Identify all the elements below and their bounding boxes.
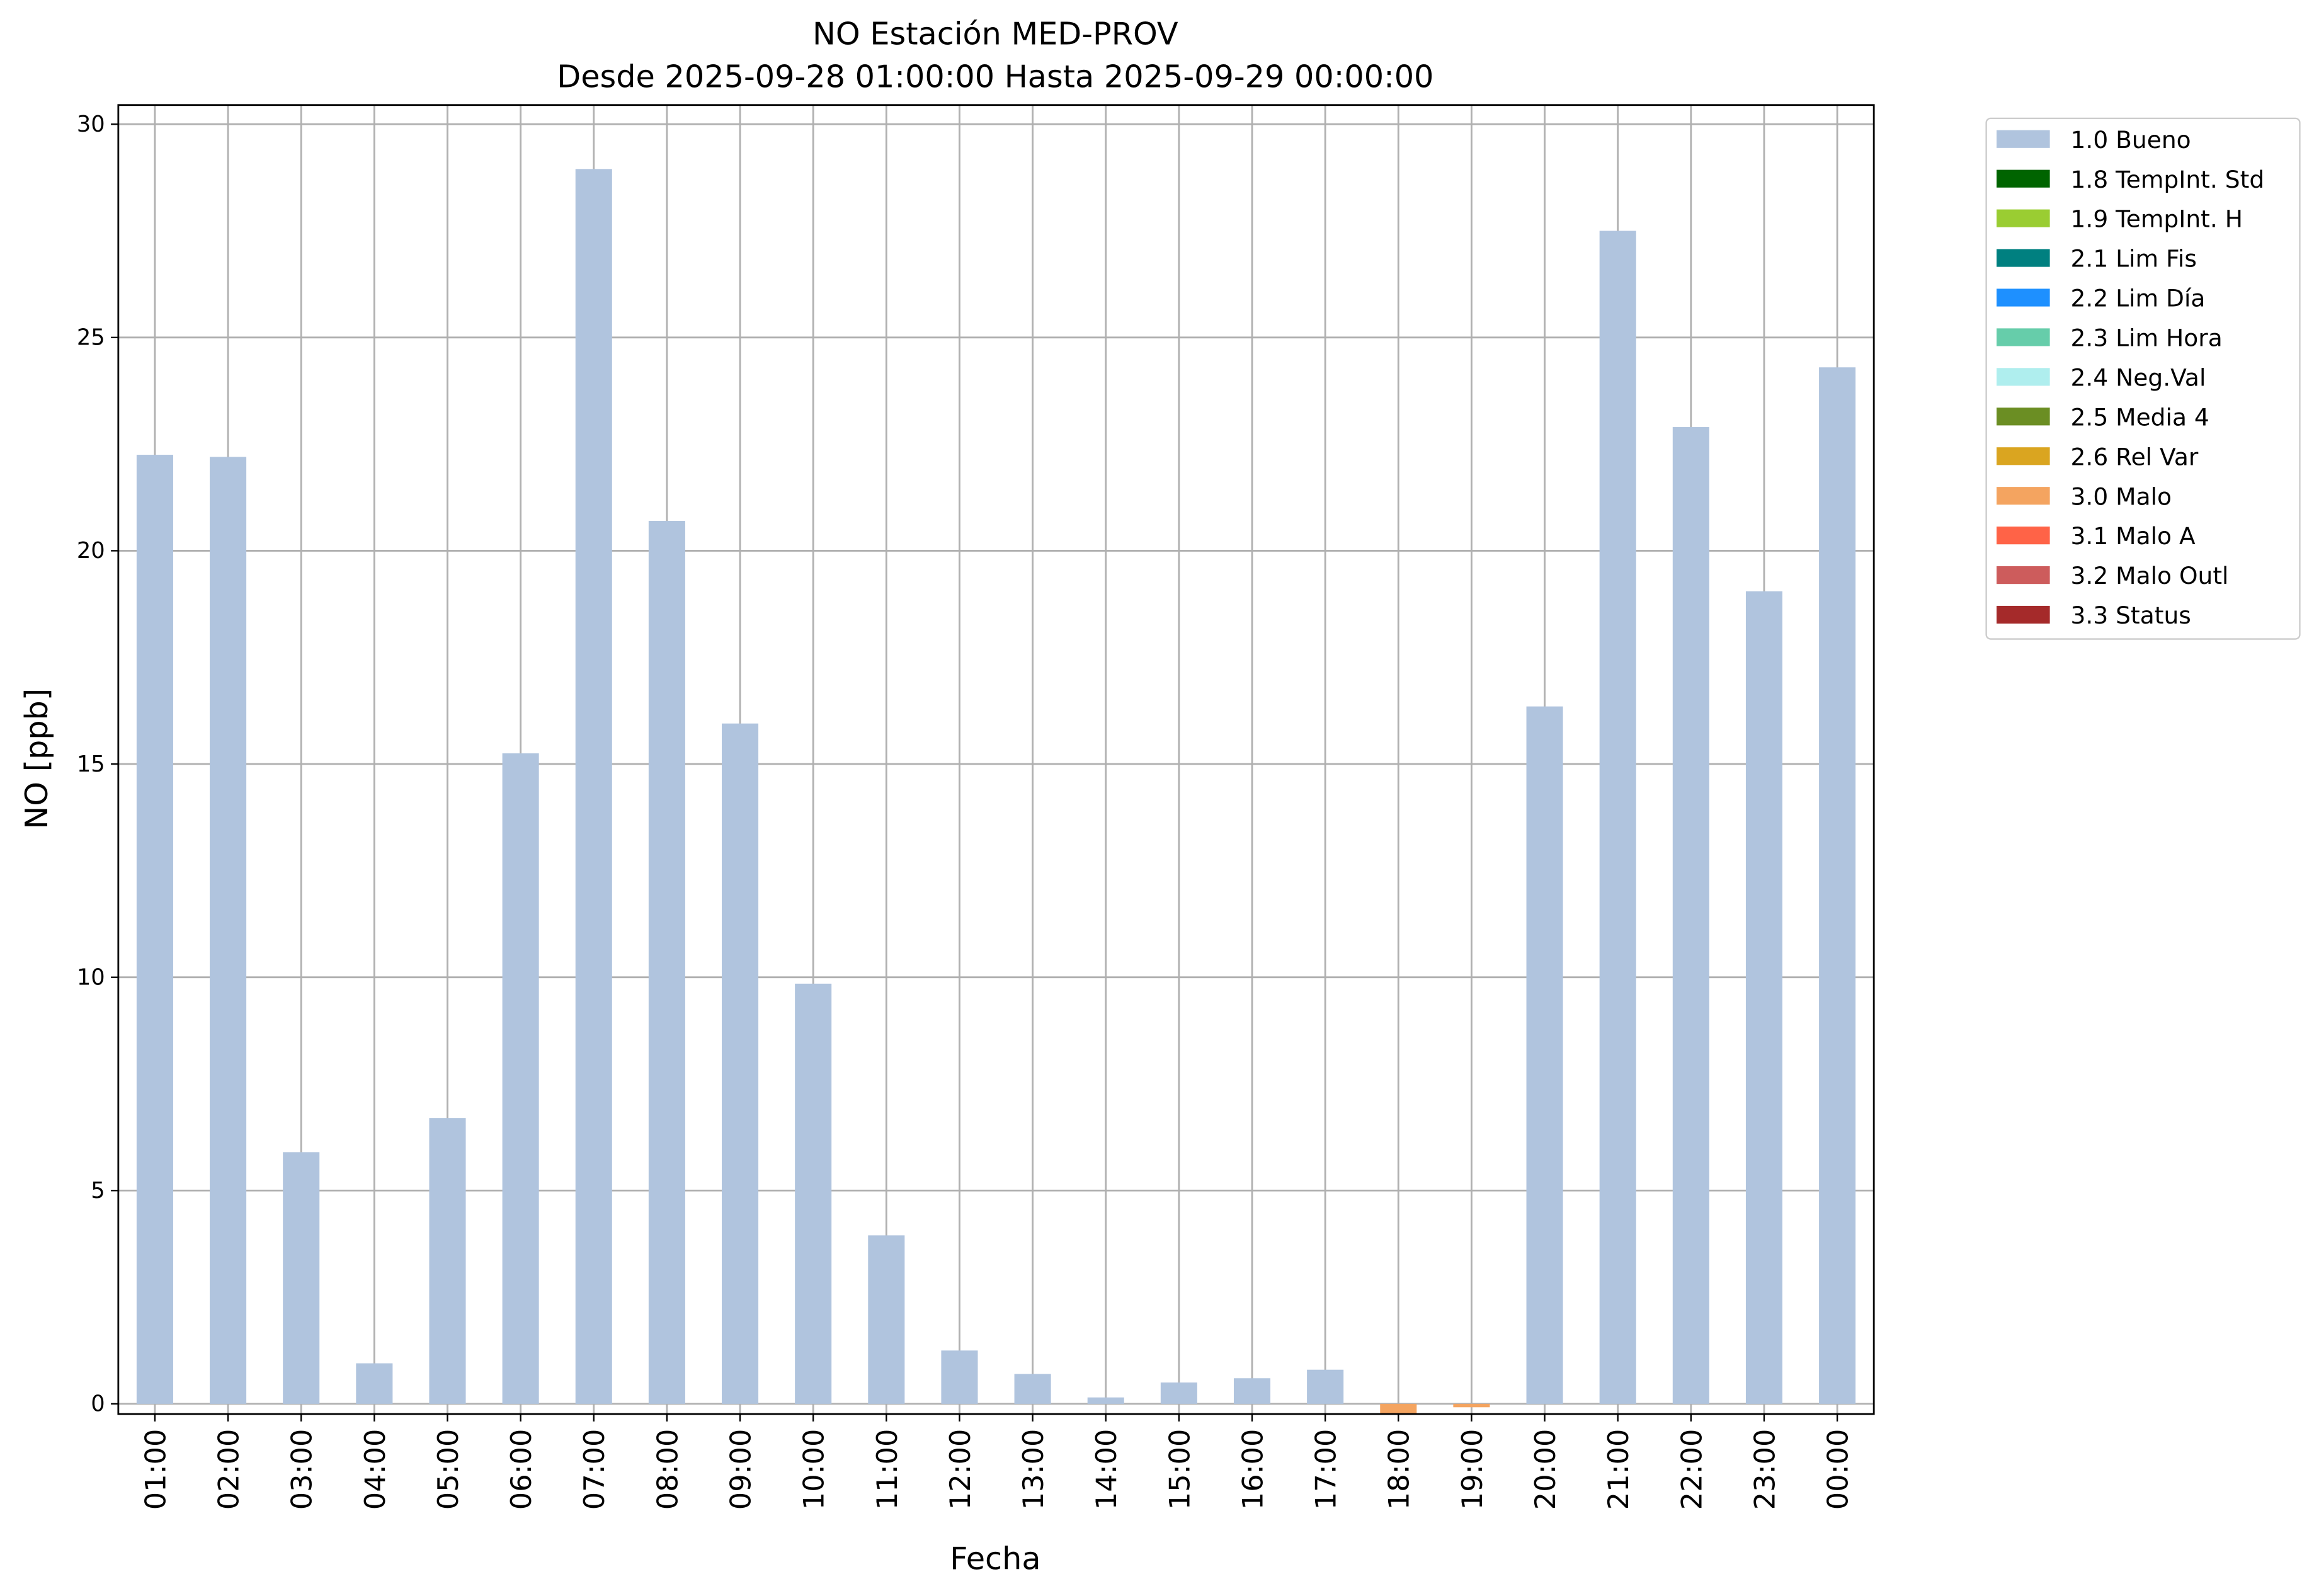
bar — [722, 723, 759, 1404]
legend-swatch — [1997, 328, 2050, 346]
x-tick-label: 01:00 — [139, 1429, 172, 1510]
x-tick-label: 20:00 — [1529, 1429, 1562, 1510]
legend-label: 2.5 Media 4 — [2071, 403, 2209, 431]
legend-swatch — [1997, 447, 2050, 465]
bar — [1087, 1397, 1124, 1404]
legend-swatch — [1997, 408, 2050, 426]
bar — [1745, 591, 1783, 1404]
x-tick-label: 17:00 — [1310, 1429, 1343, 1510]
legend-label: 3.0 Malo — [2071, 482, 2172, 510]
bar — [648, 521, 685, 1404]
legend-label: 3.1 Malo A — [2071, 522, 2196, 550]
bar — [356, 1363, 393, 1404]
y-tick-label: 30 — [77, 111, 105, 137]
legend-label: 2.4 Neg.Val — [2071, 363, 2206, 391]
legend-label: 3.2 Malo Outl — [2071, 562, 2229, 590]
x-tick-label: 14:00 — [1090, 1429, 1123, 1510]
chart-title: NO Estación MED-PROV — [812, 15, 1178, 52]
bar — [502, 753, 539, 1404]
x-tick-label: 10:00 — [798, 1429, 831, 1510]
x-tick-label: 23:00 — [1748, 1429, 1781, 1510]
bar — [575, 169, 612, 1404]
bar — [283, 1152, 320, 1404]
bar — [1014, 1374, 1051, 1404]
x-tick-label: 09:00 — [724, 1429, 757, 1510]
legend-label: 2.6 Rel Var — [2071, 443, 2199, 470]
bar — [429, 1118, 466, 1404]
x-tick-label: 05:00 — [432, 1429, 465, 1510]
legend-label: 1.8 TempInt. Std — [2071, 166, 2265, 193]
legend-label: 2.2 Lim Día — [2071, 285, 2206, 312]
legend: 1.0 Bueno 1.8 TempInt. Std 1.9 TempInt. H 2… — [1985, 117, 2301, 640]
legend-swatch — [1997, 368, 2050, 386]
legend-label: 1.9 TempInt. H — [2071, 205, 2243, 233]
bars — [136, 169, 1856, 1415]
legend-swatch — [1997, 288, 2050, 307]
legend-swatch — [1997, 249, 2050, 267]
x-tick-label: 03:00 — [286, 1429, 319, 1510]
x-tick-label: 07:00 — [578, 1429, 611, 1510]
legend-swatch — [1997, 566, 2050, 584]
legend-label: 3.3 Status — [2071, 601, 2191, 629]
x-tick-label: 19:00 — [1456, 1429, 1489, 1510]
legend-swatch — [1997, 527, 2050, 545]
bar — [941, 1350, 978, 1404]
legend-swatch — [1997, 487, 2050, 505]
plot-frame — [117, 104, 1875, 1415]
legend-swatch — [1997, 169, 2050, 188]
x-tick-label: 15:00 — [1163, 1429, 1196, 1510]
x-tick-label: 08:00 — [651, 1429, 684, 1510]
y-tick-label: 10 — [77, 964, 105, 990]
x-tick-label: 06:00 — [505, 1429, 538, 1510]
y-tick-label: 25 — [77, 325, 105, 351]
bar — [136, 455, 173, 1404]
x-tick-label: 16:00 — [1236, 1429, 1269, 1510]
bar — [1307, 1369, 1344, 1404]
bar — [1453, 1403, 1490, 1408]
x-tick-label: 04:00 — [359, 1429, 392, 1510]
y-axis-label: NO [ppb] — [18, 688, 55, 829]
y-tick-label: 0 — [91, 1391, 105, 1417]
legend-label: 1.0 Bueno — [2071, 126, 2191, 154]
bar — [210, 457, 247, 1404]
legend-frame — [1985, 117, 2301, 640]
legend-label: 2.1 Lim Fis — [2071, 245, 2197, 273]
x-tick-label: 21:00 — [1602, 1429, 1635, 1510]
y-tick-label: 20 — [77, 538, 105, 564]
legend-swatch — [1997, 605, 2050, 624]
legend-label: 2.3 Lim Hora — [2071, 324, 2223, 352]
y-tick-label: 5 — [91, 1178, 105, 1204]
chart-subtitle: Desde 2025-09-28 01:00:00 Hasta 2025-09-… — [557, 59, 1433, 95]
bar — [1233, 1378, 1271, 1404]
bar — [1160, 1382, 1197, 1404]
bar — [1672, 427, 1709, 1404]
x-tick-label: 11:00 — [871, 1429, 904, 1510]
bar — [1819, 367, 1856, 1404]
legend-swatch — [1997, 130, 2050, 148]
bar — [795, 983, 832, 1404]
y-tick-label: 15 — [77, 751, 105, 777]
x-tick-label: 18:00 — [1383, 1429, 1416, 1510]
x-tick-label: 13:00 — [1017, 1429, 1050, 1510]
x-axis-label: Fecha — [950, 1541, 1041, 1577]
legend-swatch — [1997, 209, 2050, 227]
bar — [1526, 706, 1563, 1404]
x-tick-label: 02:00 — [213, 1429, 246, 1510]
bar — [1380, 1403, 1417, 1415]
x-tick-label: 12:00 — [944, 1429, 977, 1510]
bar — [1599, 231, 1636, 1404]
x-tick-label: 00:00 — [1822, 1429, 1855, 1510]
bar — [868, 1235, 905, 1404]
x-tick-label: 22:00 — [1675, 1429, 1708, 1510]
